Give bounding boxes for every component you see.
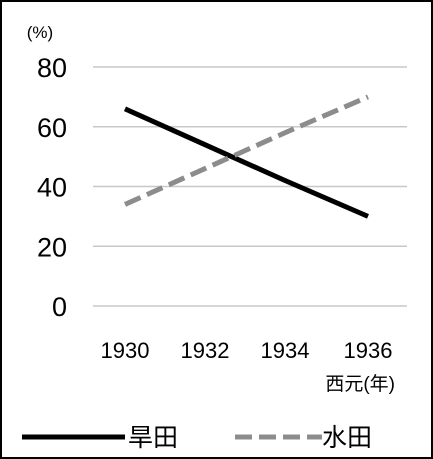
y-tick-label: 40 [37, 173, 67, 203]
legend-label-paddy: 水田 [322, 424, 372, 452]
x-tick-label: 1930 [101, 338, 150, 363]
gridlines [93, 66, 407, 307]
y-unit-label: (%) [27, 23, 53, 42]
series-lines [123, 94, 369, 219]
y-tick-label: 80 [37, 53, 67, 83]
x-axis-ticks: 1930 1932 1934 1936 [101, 338, 393, 363]
x-unit-label: 西元(年) [325, 373, 395, 395]
x-tick-label: 1934 [261, 338, 310, 363]
y-tick-label: 0 [52, 292, 67, 322]
legend-label-dryfield: 旱田 [128, 424, 178, 452]
y-tick-label: 20 [37, 232, 67, 262]
y-tick-label: 60 [37, 113, 67, 143]
series-line-paddy [123, 94, 369, 207]
x-tick-label: 1936 [344, 338, 393, 363]
series-line-dryfield [123, 106, 369, 219]
legend: 旱田 水田 [22, 424, 372, 452]
y-axis-ticks: 0 20 40 60 80 [37, 53, 67, 322]
x-tick-label: 1932 [181, 338, 230, 363]
